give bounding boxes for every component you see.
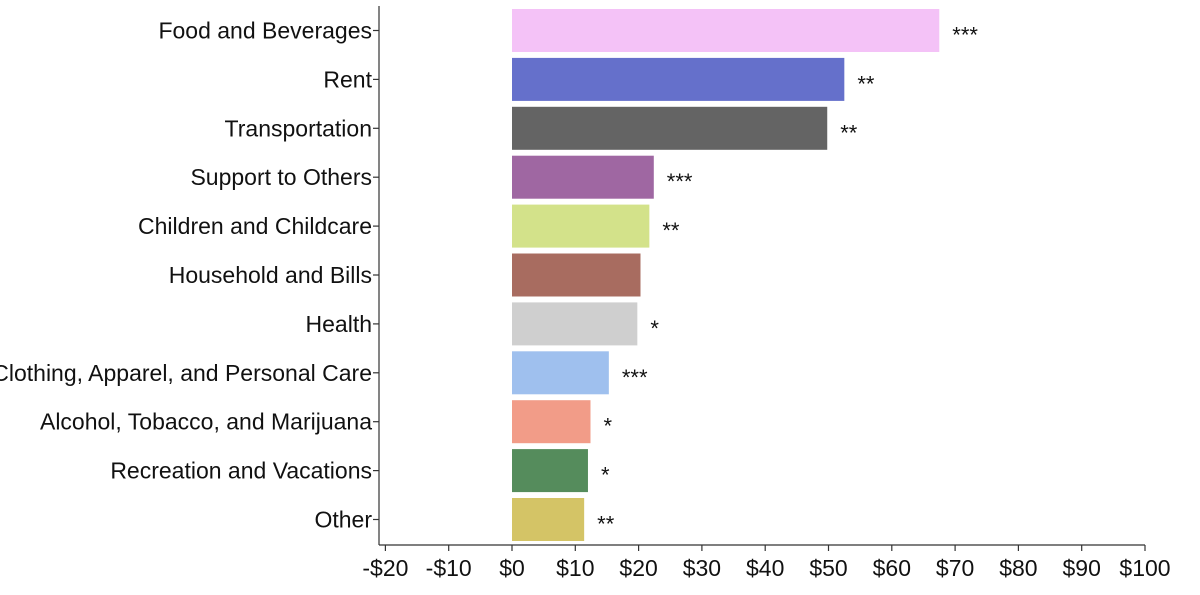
- significance-label-8: ***: [622, 365, 648, 390]
- category-label-5: Children and Childcare: [138, 213, 372, 239]
- bar-4: [512, 155, 654, 199]
- x-tick-label-1: -$20: [362, 555, 408, 581]
- x-tick-label-4: $10: [556, 555, 594, 581]
- category-label-3: Transportation: [225, 115, 372, 141]
- significance-label-10: *: [601, 463, 610, 488]
- bar-5: [512, 204, 650, 248]
- x-tick-label-8: $50: [809, 555, 847, 581]
- category-label-6: Household and Bills: [169, 262, 372, 288]
- significance-label-2: **: [857, 71, 875, 96]
- x-tick-label-10: $70: [936, 555, 974, 581]
- x-tick-label-6: $30: [683, 555, 721, 581]
- x-tick-label-12: $90: [1063, 555, 1101, 581]
- x-tick-label-13: $100: [1119, 555, 1170, 581]
- bar-7: [512, 302, 638, 346]
- category-label-8: Clothing, Apparel, and Personal Care: [0, 360, 372, 386]
- significance-label-11: **: [597, 512, 615, 537]
- bar-10: [512, 449, 588, 493]
- significance-label-1: ***: [952, 23, 978, 48]
- bar-3: [512, 106, 828, 150]
- category-label-11: Other: [314, 507, 372, 533]
- bar-8: [512, 351, 609, 395]
- x-tick-label-7: $40: [746, 555, 784, 581]
- bar-6: [512, 253, 641, 297]
- significance-label-3: **: [840, 120, 858, 145]
- x-tick-label-9: $60: [873, 555, 911, 581]
- category-labels-group: Food and Beverages Rent Transportation Supp…: [0, 18, 373, 533]
- x-tick-label-5: $20: [619, 555, 657, 581]
- category-label-4: Support to Others: [190, 164, 372, 190]
- bar-11: [512, 498, 585, 541]
- significance-label-7: *: [650, 316, 659, 341]
- significance-label-5: **: [662, 218, 680, 243]
- x-axis: -$20 -$10 $0 $10 $20 $30 $40 $50 $60 $70 $80 $90 $10…: [362, 544, 1171, 581]
- x-tick-label-11: $80: [999, 555, 1037, 581]
- bar-2: [512, 57, 845, 101]
- category-label-1: Food and Beverages: [158, 18, 372, 44]
- significance-label-4: ***: [667, 169, 693, 194]
- category-label-10: Recreation and Vacations: [110, 458, 372, 484]
- category-label-7: Health: [306, 311, 372, 337]
- y-axis: [373, 6, 380, 545]
- x-tick-label-3: $0: [499, 555, 525, 581]
- bars-group: [512, 9, 940, 541]
- category-label-2: Rent: [323, 66, 372, 92]
- significance-labels-group: ********************: [597, 23, 978, 537]
- x-tick-label-2: -$10: [426, 555, 472, 581]
- bar-9: [512, 400, 591, 444]
- bar-1: [512, 9, 940, 52]
- category-label-9: Alcohol, Tobacco, and Marijuana: [40, 409, 372, 435]
- significance-label-9: *: [603, 414, 612, 439]
